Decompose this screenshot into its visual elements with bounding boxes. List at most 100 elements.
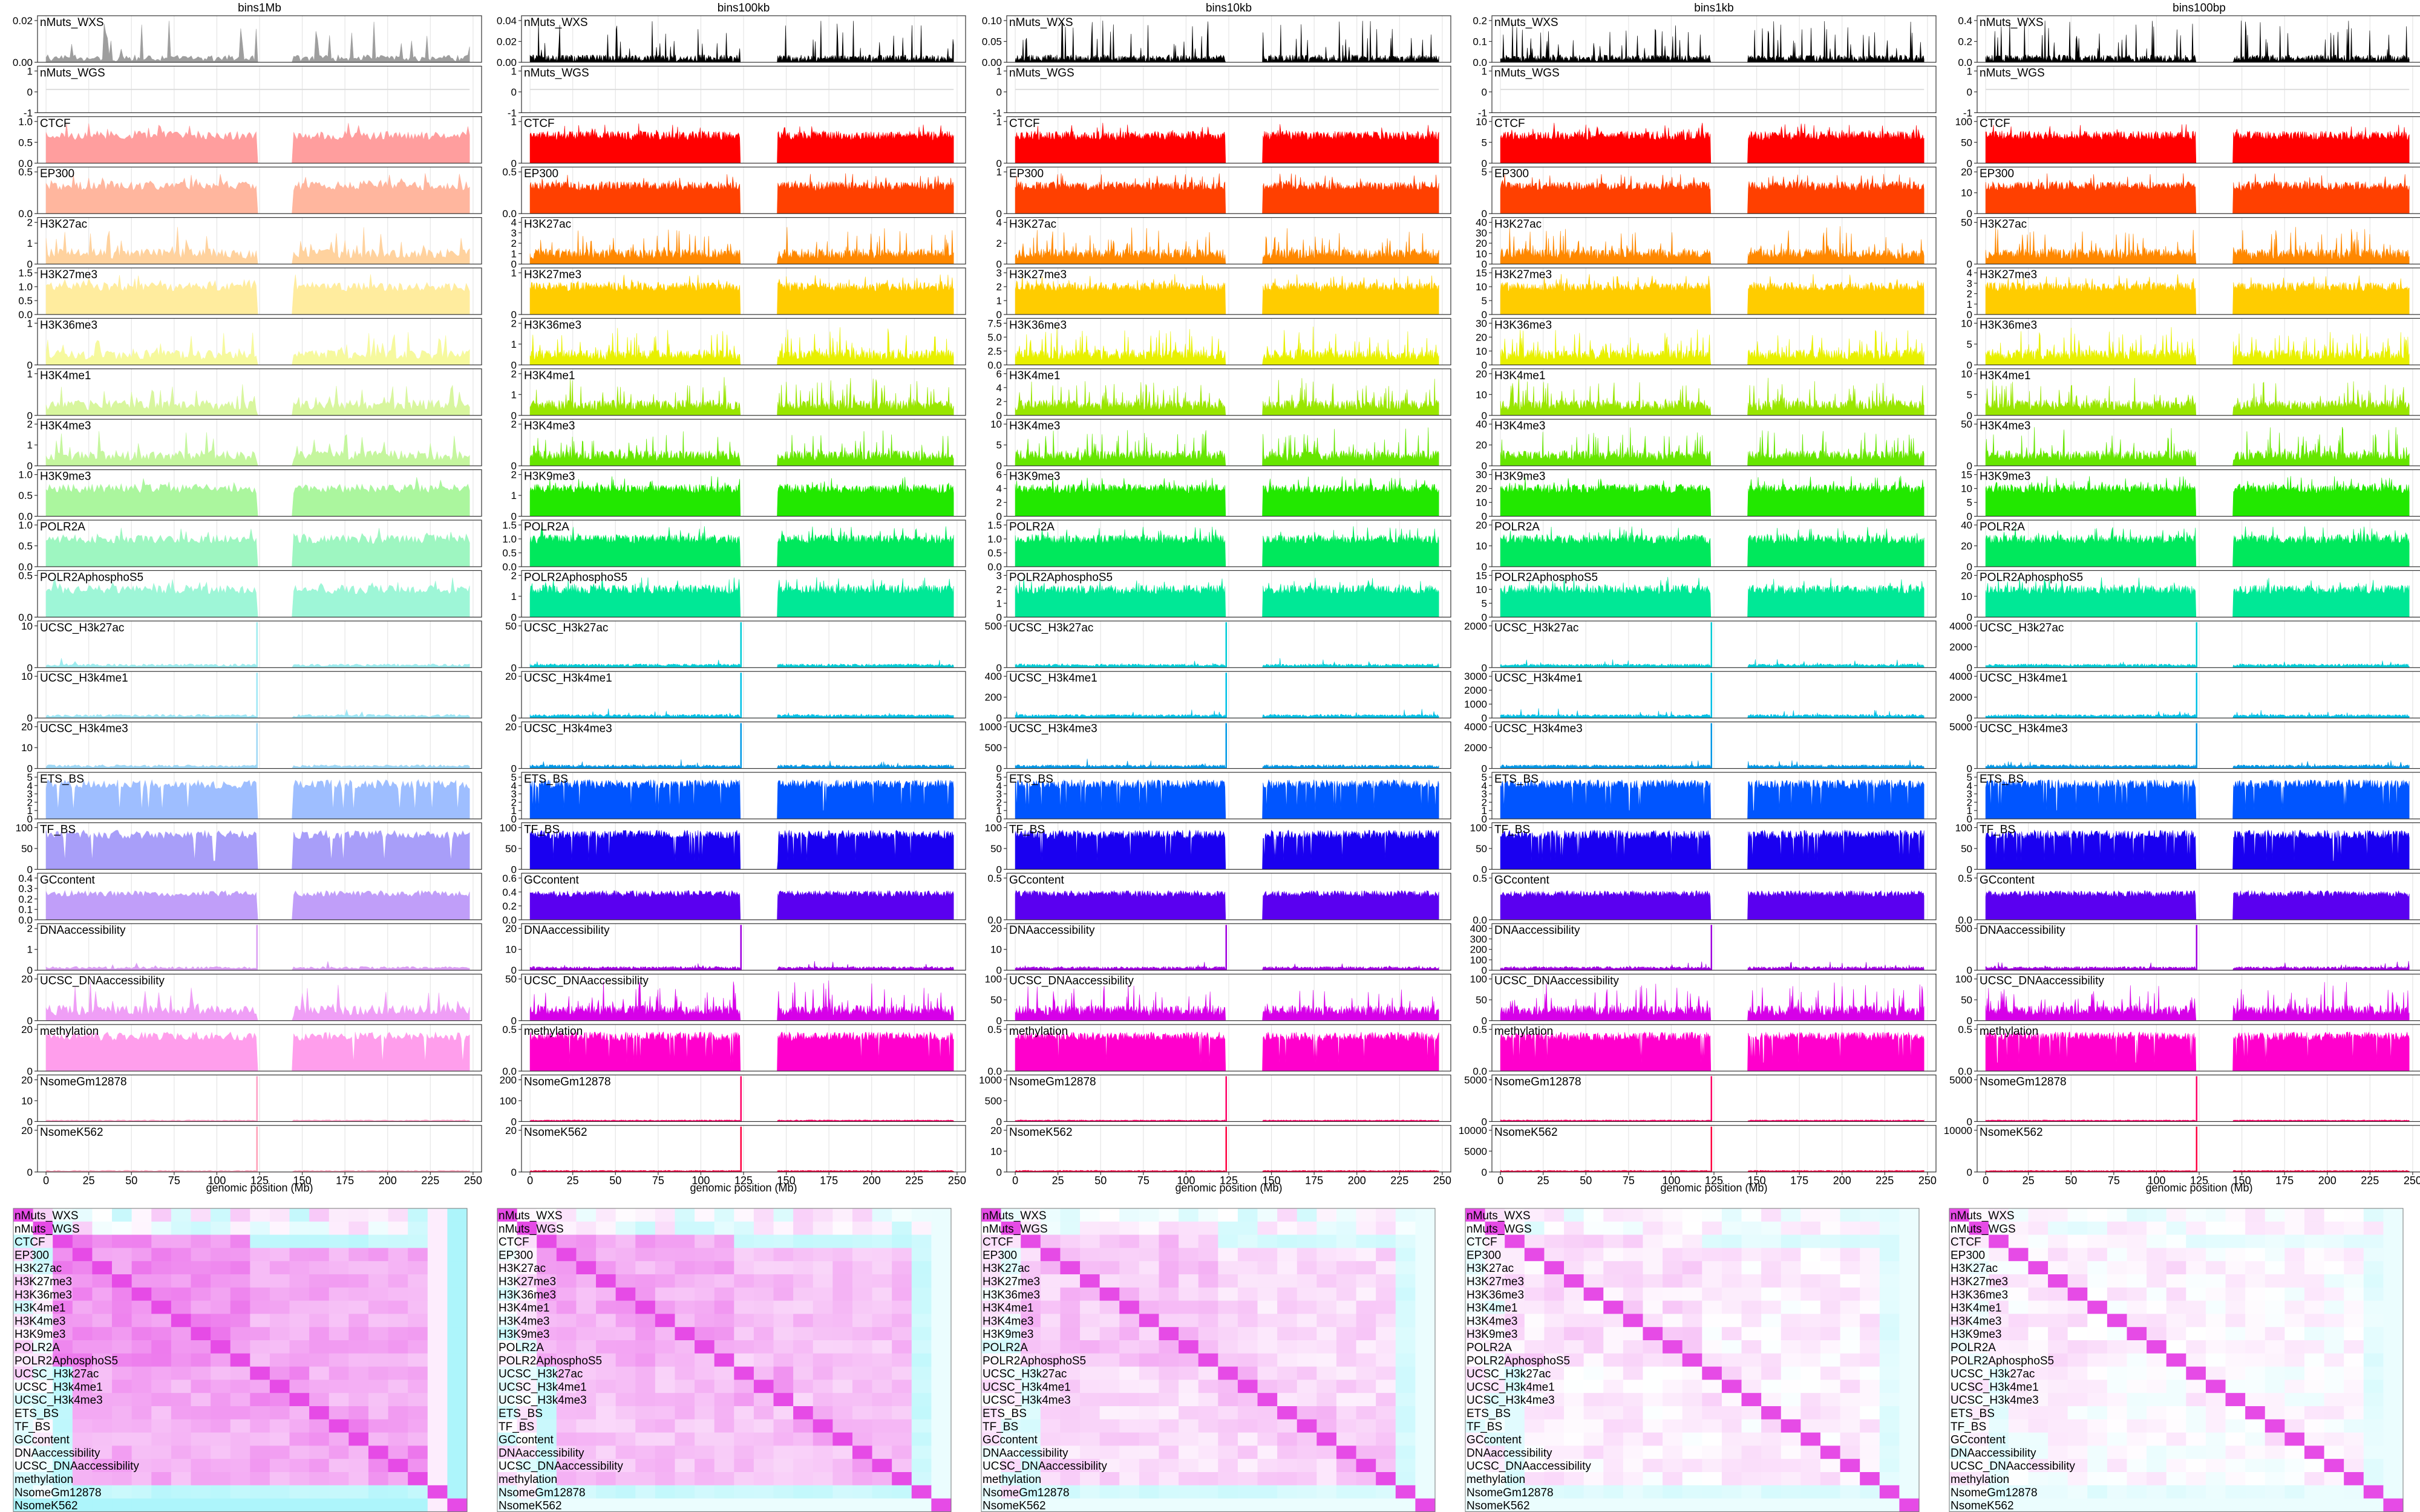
- heatmap-cell: [832, 1248, 853, 1262]
- heatmap-cell: [635, 1274, 656, 1288]
- heatmap-cell: [931, 1353, 952, 1367]
- panel-frame: [1491, 15, 1937, 63]
- track-column-bins10kb: bins10kbnMuts_WXS0.100.050.00nMuts_WGS10…: [979, 2, 1451, 1194]
- heatmap-cell: [635, 1234, 656, 1248]
- heatmap-cell: [1702, 1314, 1722, 1328]
- track-label: POLR2A: [1980, 521, 2025, 533]
- heatmap-cell: [655, 1472, 676, 1486]
- heatmap-cell: [72, 1287, 93, 1302]
- track-label: H3K4me3: [1009, 420, 1061, 432]
- heatmap-cell: [1544, 1445, 1565, 1459]
- panel-frame: [1006, 520, 1451, 567]
- heatmap-cell: [1564, 1221, 1584, 1236]
- heatmap-cell: [615, 1274, 636, 1288]
- x-tick-label: 75: [2108, 1175, 2120, 1187]
- heatmap-cell: [1603, 1419, 1624, 1433]
- heatmap-cell: [981, 1327, 1002, 1341]
- heatmap-cell: [1297, 1248, 1317, 1262]
- heatmap-cell: [447, 1419, 468, 1433]
- heatmap-cell: [211, 1300, 231, 1314]
- heatmap-cell: [1139, 1274, 1160, 1288]
- heatmap-cell: [1080, 1300, 1100, 1314]
- heatmap-cell: [675, 1353, 695, 1367]
- heatmap-cell: [1840, 1485, 1860, 1499]
- y-tick-label: 0.5: [502, 166, 517, 178]
- heatmap-cell: [1663, 1274, 1683, 1288]
- heatmap-cell: [1761, 1300, 1782, 1314]
- heatmap-cell: [1040, 1221, 1061, 1236]
- heatmap-cell: [1721, 1380, 1742, 1393]
- x-tick-label: 225: [905, 1175, 923, 1187]
- y-tick-label: 0: [996, 965, 1002, 976]
- heatmap-cell: [348, 1472, 369, 1486]
- heatmap-cell: [655, 1459, 676, 1473]
- heatmap-row-label: POLR2AphosphoS5: [983, 1355, 1086, 1367]
- heatmap-cell: [1218, 1248, 1238, 1262]
- panel-frame: [521, 973, 966, 1022]
- heatmap-cell: [151, 1340, 172, 1354]
- heatmap-cell: [1040, 1393, 1061, 1407]
- heatmap-cell: [1702, 1419, 1722, 1433]
- heatmap-cell: [1583, 1406, 1604, 1420]
- panel-frame: [1977, 570, 2420, 618]
- heatmap-cell: [13, 1221, 34, 1236]
- heatmap-cell: [1820, 1459, 1841, 1473]
- heatmap-cell: [793, 1459, 814, 1473]
- y-tick-label: 0.5: [18, 166, 33, 178]
- heatmap-row-label: TF_BS: [983, 1421, 1018, 1433]
- heatmap-cell: [250, 1208, 270, 1222]
- heatmap-cell: [1237, 1300, 1258, 1314]
- heatmap-cell: [2048, 1248, 2068, 1262]
- x-tick-label: 225: [1876, 1175, 1894, 1187]
- heatmap-cell: [695, 1459, 715, 1473]
- heatmap-cell: [1564, 1472, 1584, 1486]
- track-label: UCSC_H3k27ac: [1494, 622, 1578, 634]
- y-tick-label: 0: [1482, 1167, 1487, 1178]
- heatmap-cell: [1682, 1432, 1702, 1446]
- heatmap-cell: [1623, 1248, 1644, 1262]
- y-tick-label: 2000: [1464, 621, 1487, 632]
- heatmap-cell: [388, 1274, 408, 1288]
- y-tick-label: 20: [21, 1024, 33, 1035]
- heatmap-cell: [289, 1234, 310, 1248]
- heatmap-cell: [1544, 1459, 1565, 1473]
- heatmap-cell: [1159, 1274, 1179, 1288]
- heatmap-cell: [1336, 1221, 1357, 1236]
- heatmap-cell: [655, 1221, 676, 1236]
- heatmap-cell: [1119, 1221, 1140, 1236]
- heatmap-row-label: POLR2AphosphoS5: [15, 1355, 118, 1367]
- track-label: NsomeK562: [1009, 1126, 1073, 1139]
- panel-frame: [1977, 1074, 2420, 1123]
- heatmap-cell: [1099, 1366, 1120, 1380]
- heatmap-cell: [1840, 1234, 1860, 1248]
- heatmap-cell: [635, 1393, 656, 1407]
- heatmap-cell: [368, 1314, 389, 1328]
- track-label: nMuts_WGS: [1009, 67, 1074, 79]
- heatmap-cell: [753, 1248, 774, 1262]
- track-label: NsomeK562: [1494, 1126, 1558, 1139]
- heatmap-cell: [72, 1261, 93, 1275]
- heatmap-cell: [1277, 1221, 1298, 1236]
- heatmap-cell: [556, 1419, 577, 1433]
- heatmap-cell: [1485, 1340, 1505, 1354]
- heatmap-cell: [1277, 1380, 1298, 1393]
- heatmap-row-label: GCcontent: [499, 1434, 554, 1447]
- track-label: UCSC_H3k27ac: [1980, 622, 2064, 634]
- heatmap-cell: [615, 1472, 636, 1486]
- heatmap-cell: [773, 1314, 794, 1328]
- heatmap-cell: [1356, 1380, 1376, 1393]
- heatmap-cell: [2166, 1208, 2186, 1222]
- heatmap-cell: [596, 1314, 616, 1328]
- heatmap-cell: [1643, 1327, 1663, 1341]
- heatmap-cell: [2008, 1208, 2029, 1222]
- panel-frame: [37, 1074, 482, 1123]
- heatmap-cell: [1702, 1380, 1722, 1393]
- heatmap-row-label: UCSC_H3k27ac: [15, 1368, 99, 1381]
- heatmap-cell: [171, 1248, 192, 1262]
